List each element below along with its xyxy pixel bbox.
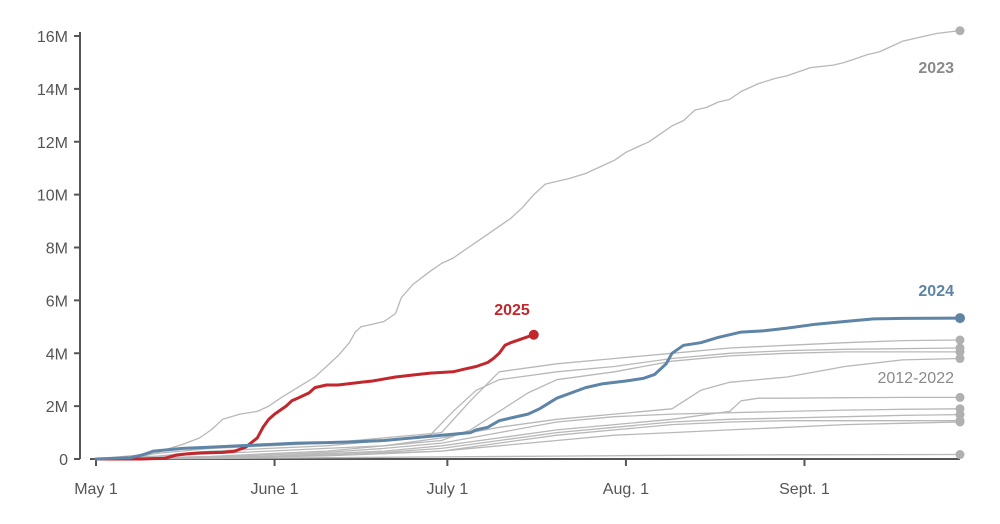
series-line-2012-2022-j xyxy=(95,453,961,460)
y-tick-label: 0 xyxy=(59,452,68,469)
series-endpoint-2012-2022-j xyxy=(955,450,965,460)
series-endpoint-2024 xyxy=(955,313,965,324)
series-endpoint-2012-2022-a xyxy=(955,335,965,345)
series-endpoint-2023 xyxy=(955,26,965,36)
series-line-2012-2022-d xyxy=(95,357,961,460)
x-tick-label: Sept. 1 xyxy=(779,481,830,498)
series-labels: 2023 2024 2025 2012-2022 xyxy=(494,60,954,387)
series-endpoint-2012-2022-e xyxy=(955,392,965,402)
x-tick-label: May 1 xyxy=(74,481,118,498)
series-line-2023 xyxy=(95,30,961,460)
y-tick-label: 10M xyxy=(37,188,68,205)
series-endpoint-2025 xyxy=(528,329,539,340)
line-endpoints xyxy=(528,313,965,340)
series-endpoint-2012-2022-c xyxy=(955,347,965,357)
series-label-2025: 2025 xyxy=(494,302,530,319)
y-tick-label: 6M xyxy=(46,293,68,310)
series-line-2012-2022-e xyxy=(95,396,961,460)
y-tick-label: 8M xyxy=(46,241,68,258)
series-line-2025 xyxy=(94,333,536,461)
background-year-lines xyxy=(95,26,965,460)
y-tick-label: 16M xyxy=(37,29,68,46)
x-axis: May 1 June 1 July 1 Aug. 1 Sept. 1 xyxy=(74,458,960,498)
series-label-2024: 2024 xyxy=(918,283,954,300)
y-tick-label: 14M xyxy=(37,82,68,99)
series-label-2012-2022: 2012-2022 xyxy=(877,370,954,387)
highlighted-year-lines xyxy=(94,316,962,461)
y-tick-label: 4M xyxy=(46,346,68,363)
x-tick-label: Aug. 1 xyxy=(603,481,649,498)
series-line-2012-2022-b xyxy=(95,347,961,460)
series-endpoint-2012-2022-d xyxy=(955,354,965,364)
series-line-2012-2022-a xyxy=(95,339,961,460)
y-axis: 0 2M 4M 6M 8M 10M 12M 14M 16M xyxy=(37,29,81,469)
series-endpoint-2012-2022-i xyxy=(955,417,965,427)
series-line-2012-2022-f xyxy=(95,408,961,460)
x-tick-label: July 1 xyxy=(426,481,468,498)
y-tick-label: 2M xyxy=(46,399,68,416)
series-line-2024 xyxy=(94,316,962,461)
x-tick-label: June 1 xyxy=(251,481,299,498)
y-tick-label: 12M xyxy=(37,135,68,152)
series-label-2023: 2023 xyxy=(918,60,954,77)
series-line-2012-2022-i xyxy=(95,421,961,460)
series-line-2012-2022-c xyxy=(95,351,961,460)
